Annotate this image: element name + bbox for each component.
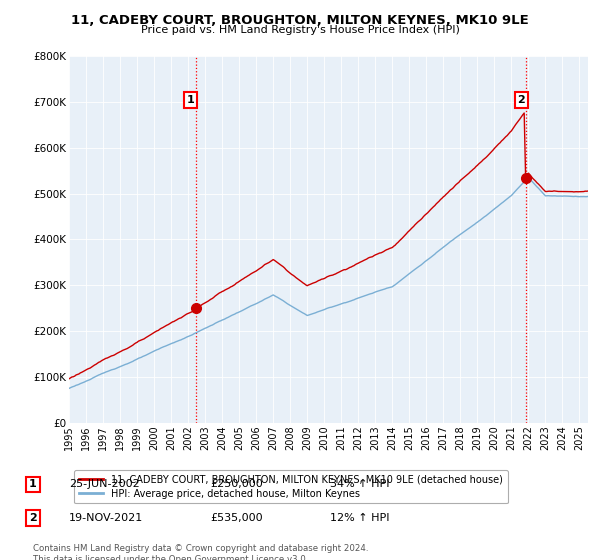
Text: 11, CADEBY COURT, BROUGHTON, MILTON KEYNES, MK10 9LE: 11, CADEBY COURT, BROUGHTON, MILTON KEYN… [71,14,529,27]
Text: 1: 1 [29,479,37,489]
Text: 2: 2 [29,513,37,523]
Legend: 11, CADEBY COURT, BROUGHTON, MILTON KEYNES, MK10 9LE (detached house), HPI: Aver: 11, CADEBY COURT, BROUGHTON, MILTON KEYN… [74,470,508,503]
Text: 25-JUN-2002: 25-JUN-2002 [69,479,140,489]
Text: Contains HM Land Registry data © Crown copyright and database right 2024.
This d: Contains HM Land Registry data © Crown c… [33,544,368,560]
Text: 2: 2 [517,95,525,105]
Text: £250,000: £250,000 [210,479,263,489]
Text: £535,000: £535,000 [210,513,263,523]
Text: Price paid vs. HM Land Registry's House Price Index (HPI): Price paid vs. HM Land Registry's House … [140,25,460,35]
Text: 19-NOV-2021: 19-NOV-2021 [69,513,143,523]
Text: 34% ↑ HPI: 34% ↑ HPI [330,479,389,489]
Text: 1: 1 [187,95,194,105]
Text: 12% ↑ HPI: 12% ↑ HPI [330,513,389,523]
